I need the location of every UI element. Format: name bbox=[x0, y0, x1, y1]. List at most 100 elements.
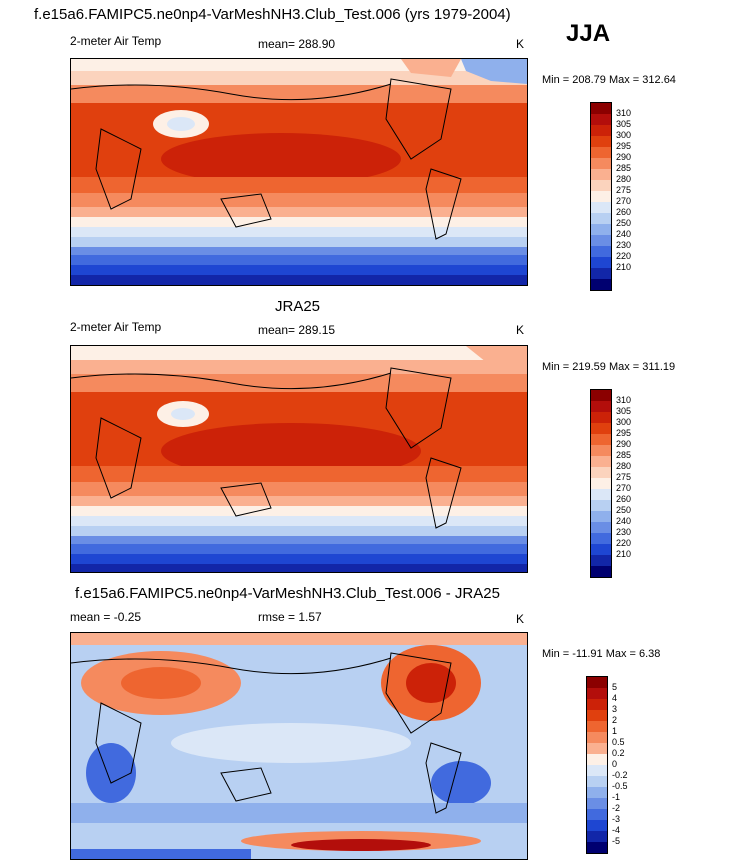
colorbar-tick-label: 270 bbox=[616, 483, 632, 493]
colorbar-tick-label: 230 bbox=[616, 527, 632, 537]
panel2-units: K bbox=[516, 323, 525, 337]
panel3-units: K bbox=[516, 612, 525, 626]
colorbar-swatch bbox=[591, 235, 611, 246]
colorbar-tick-label: 2 bbox=[612, 715, 618, 725]
panel1-temperature-field bbox=[71, 59, 527, 285]
panel1-variable: 2-meter Air Temp bbox=[70, 34, 162, 48]
colorbar-tick-label: 290 bbox=[616, 439, 632, 449]
colorbar-swatch bbox=[587, 831, 607, 842]
colorbar-tick-label: 1 bbox=[612, 726, 618, 736]
colorbar-tick-label: 285 bbox=[616, 450, 632, 460]
colorbar-tick-label: 295 bbox=[616, 141, 632, 151]
colorbar-swatch bbox=[591, 158, 611, 169]
colorbar-tick-label: 220 bbox=[616, 251, 632, 261]
colorbar-tick-label: -1 bbox=[612, 792, 621, 802]
colorbar-tick-label: 220 bbox=[616, 538, 632, 548]
colorbar-tick-label: 250 bbox=[616, 505, 632, 515]
colorbar-swatch bbox=[587, 699, 607, 710]
colorbar-tick-label: 305 bbox=[616, 119, 632, 129]
colorbar-swatch bbox=[587, 809, 607, 820]
colorbar-tick-label: 5 bbox=[612, 682, 618, 692]
colorbar-swatch bbox=[591, 511, 611, 522]
panel3-mean: mean = -0.25 bbox=[70, 610, 142, 624]
colorbar-tick-label: 295 bbox=[616, 428, 632, 438]
colorbar-swatch bbox=[591, 136, 611, 147]
colorbar-swatch bbox=[591, 467, 611, 478]
colorbar-swatch bbox=[591, 202, 611, 213]
colorbar-swatch bbox=[591, 423, 611, 434]
colorbar-swatch bbox=[591, 279, 611, 290]
colorbar-tick-label: 305 bbox=[616, 406, 632, 416]
colorbar-swatch bbox=[591, 213, 611, 224]
colorbar-swatch bbox=[587, 710, 607, 721]
colorbar-tick-label: 280 bbox=[616, 461, 632, 471]
colorbar-swatch bbox=[591, 246, 611, 257]
colorbar-swatch bbox=[591, 257, 611, 268]
colorbar-swatch bbox=[591, 478, 611, 489]
colorbar-swatch bbox=[587, 754, 607, 765]
colorbar-tick-label: 285 bbox=[616, 163, 632, 173]
colorbar-tick-label: 240 bbox=[616, 229, 632, 239]
colorbar-tick-label: 0 bbox=[612, 759, 618, 769]
panel3-title: f.e15a6.FAMIPC5.ne0np4-VarMeshNH3.Club_T… bbox=[75, 585, 500, 602]
colorbar-tick-label: 260 bbox=[616, 207, 632, 217]
panel3-rmse: rmse = 1.57 bbox=[258, 610, 322, 624]
panel2-map bbox=[70, 345, 528, 573]
colorbar-tick-label: 290 bbox=[616, 152, 632, 162]
colorbar-tick-label: 240 bbox=[616, 516, 632, 526]
panel2-colorbar bbox=[590, 389, 612, 578]
colorbar-swatch bbox=[587, 765, 607, 776]
colorbar-tick-label: -0.2 bbox=[612, 770, 628, 780]
colorbar-swatch bbox=[591, 566, 611, 577]
colorbar-swatch bbox=[587, 688, 607, 699]
colorbar-swatch bbox=[591, 390, 611, 401]
panel1-title: f.e15a6.FAMIPC5.ne0np4-VarMeshNH3.Club_T… bbox=[34, 6, 511, 23]
colorbar-swatch bbox=[587, 677, 607, 688]
colorbar-swatch bbox=[591, 103, 611, 114]
colorbar-swatch bbox=[587, 842, 607, 853]
colorbar-swatch bbox=[591, 180, 611, 191]
panel2-temperature-field bbox=[71, 346, 527, 572]
panel2-minmax: Min = 219.59 Max = 311.19 bbox=[542, 361, 676, 373]
colorbar-swatch bbox=[591, 522, 611, 533]
season-label: JJA bbox=[566, 20, 611, 47]
colorbar-tick-label: 275 bbox=[616, 472, 632, 482]
colorbar-tick-label: 310 bbox=[616, 395, 632, 405]
panel1-mean: mean= 288.90 bbox=[258, 37, 336, 51]
colorbar-swatch bbox=[591, 401, 611, 412]
colorbar-tick-label: 280 bbox=[616, 174, 632, 184]
colorbar-tick-label: 275 bbox=[616, 185, 632, 195]
colorbar-tick-label: 3 bbox=[612, 704, 618, 714]
panel2-title: JRA25 bbox=[275, 298, 321, 315]
colorbar-swatch bbox=[587, 721, 607, 732]
panel1-colorbar bbox=[590, 102, 612, 291]
panel3-map bbox=[70, 632, 528, 860]
colorbar-swatch bbox=[591, 500, 611, 511]
colorbar-tick-label: 300 bbox=[616, 417, 632, 427]
panel3-difference-field bbox=[71, 633, 527, 859]
colorbar-tick-label: 4 bbox=[612, 693, 618, 703]
panel1-minmax: Min = 208.79 Max = 312.64 bbox=[542, 74, 676, 86]
colorbar-tick-label: 260 bbox=[616, 494, 632, 504]
colorbar-tick-label: -3 bbox=[612, 814, 621, 824]
colorbar-tick-label: 0.5 bbox=[612, 737, 625, 747]
colorbar-swatch bbox=[591, 268, 611, 279]
colorbar-tick-label: 230 bbox=[616, 240, 632, 250]
colorbar-swatch bbox=[591, 412, 611, 423]
colorbar-tick-label: 0.2 bbox=[612, 748, 625, 758]
colorbar-swatch bbox=[591, 147, 611, 158]
colorbar-tick-label: -5 bbox=[612, 836, 621, 846]
colorbar-swatch bbox=[591, 434, 611, 445]
colorbar-tick-label: 210 bbox=[616, 262, 632, 272]
colorbar-swatch bbox=[587, 787, 607, 798]
colorbar-tick-label: 270 bbox=[616, 196, 632, 206]
colorbar-swatch bbox=[591, 125, 611, 136]
colorbar-tick-label: -4 bbox=[612, 825, 621, 835]
colorbar-swatch bbox=[587, 732, 607, 743]
colorbar-tick-label: 310 bbox=[616, 108, 632, 118]
colorbar-swatch bbox=[591, 224, 611, 235]
colorbar-tick-label: -2 bbox=[612, 803, 621, 813]
colorbar-swatch bbox=[591, 445, 611, 456]
panel3-minmax: Min = -11.91 Max = 6.38 bbox=[542, 648, 661, 660]
colorbar-swatch bbox=[591, 191, 611, 202]
